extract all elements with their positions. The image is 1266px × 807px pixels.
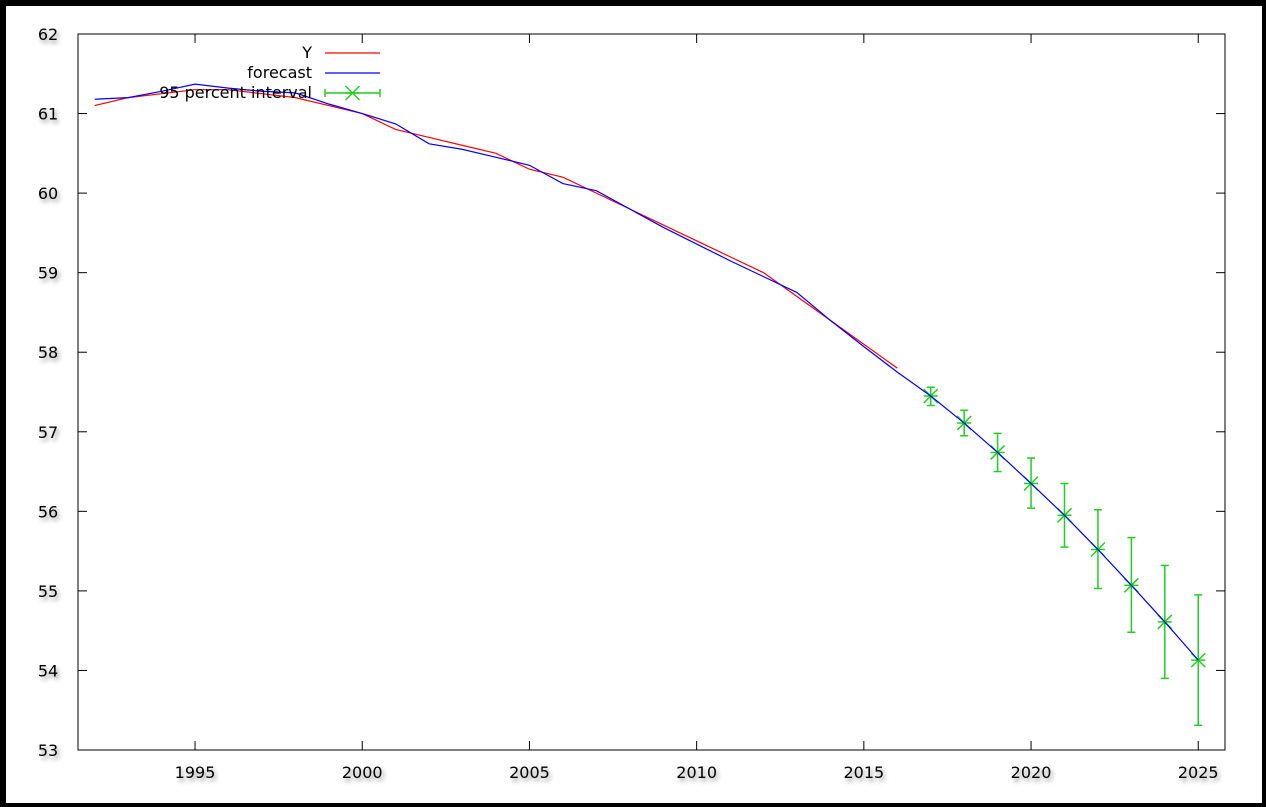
series-y: [94, 89, 898, 369]
y-tick-label: 54: [38, 661, 58, 680]
x-tick-label: 2005: [509, 763, 550, 782]
series-forecast: [94, 83, 1199, 661]
x-tick-label: 2020: [1011, 763, 1052, 782]
y-tick-label: 60: [38, 184, 58, 203]
legend-marker: [344, 85, 361, 101]
x-tick-label: 2025: [1178, 763, 1219, 782]
series-line: [94, 83, 1199, 661]
x-tick-label: 2010: [676, 763, 717, 782]
legend-label: forecast: [247, 63, 312, 82]
legend-label: 95 percent interval: [159, 83, 312, 102]
y-tick-label: 59: [38, 264, 58, 283]
x-tick-label: 2000: [342, 763, 383, 782]
point-marker: [1190, 652, 1206, 668]
series-line: [94, 89, 898, 369]
series-95-percent-interval: [923, 386, 1206, 727]
y-tick-label: 62: [38, 25, 58, 44]
x-tick-label: 1995: [175, 763, 216, 782]
plot-area-border: [77, 33, 1226, 751]
x-tick-label: 2015: [843, 763, 884, 782]
y-tick-label: 56: [38, 502, 58, 521]
legend-label: Y: [301, 43, 312, 62]
series-layer: [94, 83, 1206, 727]
y-tick-label: 55: [38, 582, 58, 601]
y-tick-label: 58: [38, 343, 58, 362]
y-tick-label: 61: [38, 105, 58, 124]
y-tick-label: 57: [38, 423, 58, 442]
axes: 1995 2000 2005 2010 2015 2020 2025 53 54 55 56 57 58…: [38, 25, 1225, 782]
y-tick-label: 53: [38, 741, 58, 760]
